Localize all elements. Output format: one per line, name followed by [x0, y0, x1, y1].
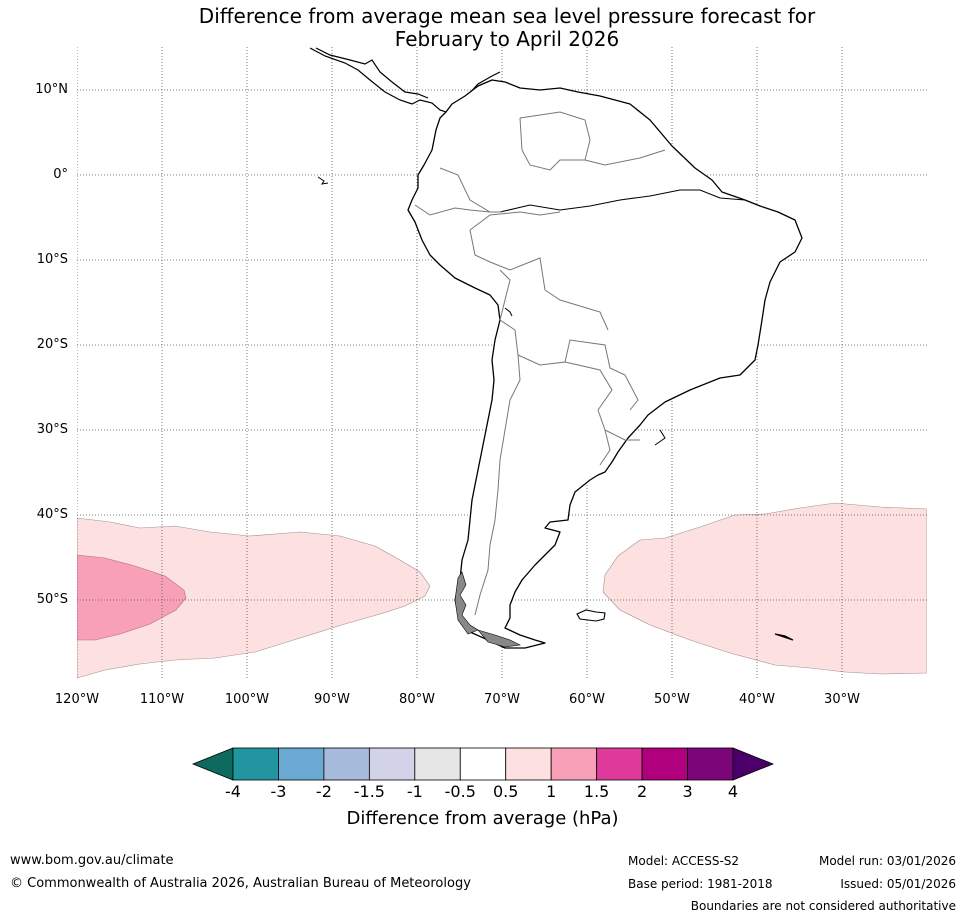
anomaly-region-southeast-pacific-core [77, 554, 187, 641]
colorbar-segment [596, 747, 643, 781]
falkland-islands [576, 609, 606, 622]
lat-label-0: 0° [53, 167, 68, 182]
colorbar-segment [687, 747, 734, 781]
amazon-delta [499, 189, 746, 213]
lon-label-100w: 100°W [224, 692, 270, 707]
lon-label-90w: 90°W [314, 692, 350, 707]
colorbar-tick-label: -3 [270, 782, 287, 801]
colorbar-segment [368, 747, 416, 781]
colorbar-segment [459, 747, 507, 781]
lon-label-120w: 120°W [54, 692, 100, 707]
colorbar-segment [278, 747, 325, 781]
colorbar-tick-label: 2 [636, 782, 648, 801]
footer-model: Model: ACCESS-S2 [628, 854, 740, 868]
colorbar-segment [323, 747, 370, 781]
colorbar-tick-label: 1.5 [583, 782, 610, 801]
lat-label-50s: 50°S [36, 592, 68, 607]
lon-label-70w: 70°W [484, 692, 520, 707]
lon-label-110w: 110°W [139, 692, 185, 707]
country-borders [414, 111, 666, 616]
footer-base-period: Base period: 1981-2018 [628, 877, 773, 891]
title-line-1: Difference from average mean sea level p… [198, 4, 816, 28]
lagoa-dos-patos [654, 429, 666, 446]
colorbar-segment [505, 747, 552, 781]
colorbar-extend-low [191, 747, 234, 781]
colorbar-tick-label: 3 [682, 782, 693, 801]
chile-fjords [454, 571, 522, 648]
footer-disclaimer: Boundaries are not considered authoritat… [690, 899, 956, 913]
south-georgia-island [774, 633, 794, 641]
footer-url: www.bom.gov.au/climate [10, 853, 174, 868]
colorbar-extend-high [732, 747, 775, 781]
colorbar-segment [641, 747, 688, 781]
lat-label-10n: 10°N [35, 82, 68, 97]
colorbar-segment [414, 747, 461, 781]
colorbar-title: Difference from average (hPa) [346, 808, 619, 829]
anomaly-region-southwest-atlantic [602, 502, 927, 675]
title-line-2: February to April 2026 [394, 27, 620, 51]
central-america-caribbean-coast [315, 47, 429, 99]
lat-label-20s: 20°S [36, 337, 68, 352]
anomaly-region-southeast-pacific [77, 517, 431, 679]
colorbar-segment [550, 747, 598, 781]
lon-label-60w: 60°W [569, 692, 605, 707]
footer-model-run: Model run: 03/01/2026 [818, 854, 956, 868]
lat-label-40s: 40°S [36, 507, 68, 522]
galapagos-islands [317, 176, 329, 185]
colorbar-tick-label: -1 [406, 782, 423, 801]
colorbar-tick-label: 0.5 [492, 782, 519, 801]
colorbar [191, 747, 775, 781]
colorbar-segment [232, 747, 279, 781]
lon-label-30w: 30°W [824, 692, 860, 707]
lake-titicaca [504, 307, 513, 317]
lat-label-30s: 30°S [36, 422, 68, 437]
colorbar-tick-label: -4 [225, 782, 241, 801]
colorbar-tick-label: 1 [546, 782, 557, 801]
colorbar-tick-label: -1.5 [353, 782, 385, 801]
colorbar-tick-label: 4 [727, 782, 739, 801]
lon-label-80w: 80°W [399, 692, 435, 707]
south-america-coastline [407, 79, 803, 649]
lon-label-40w: 40°W [739, 692, 775, 707]
footer-issued: Issued: 05/01/2026 [840, 877, 956, 891]
colorbar-tick-label: -0.5 [444, 782, 476, 801]
footer-copyright: © Commonwealth of Australia 2026, Austra… [10, 876, 471, 891]
lon-label-50w: 50°W [654, 692, 690, 707]
colorbar-tick-label: -2 [315, 782, 332, 801]
lat-label-10s: 10°S [36, 252, 68, 267]
